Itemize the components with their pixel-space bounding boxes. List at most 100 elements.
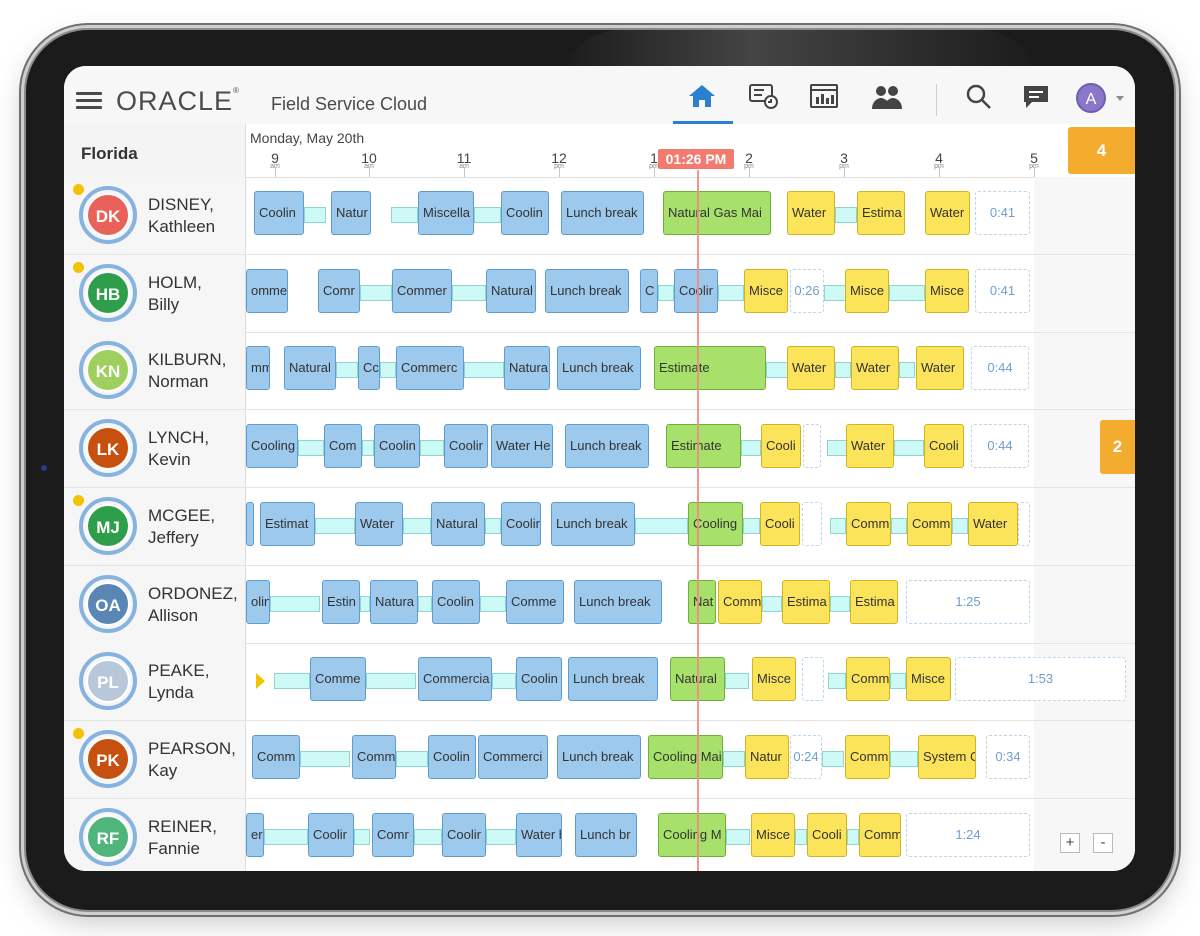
- activity-block[interactable]: Comm: [252, 734, 300, 779]
- resource-name-cell[interactable]: LK LYNCH, Kevin: [64, 410, 246, 488]
- activity-block[interactable]: Estimate: [654, 346, 766, 391]
- free-time-slot[interactable]: [802, 501, 822, 546]
- activity-block[interactable]: Lunch br: [575, 812, 637, 857]
- activity-block[interactable]: Estimate: [666, 424, 741, 469]
- activity-block[interactable]: Coolir: [442, 812, 486, 857]
- activity-block[interactable]: Cooling Mai: [648, 734, 723, 779]
- activity-block[interactable]: Cc: [358, 346, 380, 391]
- activity-block[interactable]: Natura: [370, 579, 418, 624]
- activity-block[interactable]: er h: [246, 812, 264, 857]
- resource-name-cell[interactable]: PL PEAKE, Lynda: [64, 643, 246, 721]
- non-scheduled-count-badge[interactable]: 2: [1100, 420, 1135, 474]
- search-button[interactable]: [951, 66, 1011, 124]
- activity-block[interactable]: Estin: [322, 579, 360, 624]
- zoom-in-button[interactable]: +: [1060, 833, 1080, 853]
- activity-block[interactable]: Cooli: [761, 424, 801, 469]
- activity-block[interactable]: Water: [925, 191, 970, 235]
- region-name[interactable]: Florida: [81, 144, 138, 163]
- activity-block[interactable]: Misce: [752, 657, 796, 702]
- activity-block[interactable]: Lunch break: [561, 191, 644, 235]
- activity-block[interactable]: System C: [918, 734, 976, 779]
- activity-block[interactable]: Estima: [782, 579, 830, 624]
- activity-block[interactable]: Cooli: [760, 501, 800, 546]
- activity-block[interactable]: Com: [324, 424, 362, 469]
- activity-block[interactable]: Misce: [751, 812, 795, 857]
- activity-block[interactable]: Miscella: [418, 191, 474, 235]
- user-avatar[interactable]: A: [1076, 83, 1106, 113]
- activity-block[interactable]: Comm: [718, 579, 762, 624]
- activity-block[interactable]: Commerc: [396, 346, 464, 391]
- activity-block[interactable]: Comm: [845, 734, 890, 779]
- free-time-slot[interactable]: 1:24: [906, 812, 1030, 857]
- activity-block[interactable]: Coolin: [374, 424, 420, 469]
- activity-block[interactable]: Natural Gas Mai: [663, 191, 771, 235]
- activity-block[interactable]: Coolin: [516, 657, 562, 702]
- activity-block[interactable]: Lunch break: [551, 501, 635, 546]
- activity-block[interactable]: Lunch break: [574, 579, 662, 624]
- activity-block[interactable]: Comm: [846, 501, 891, 546]
- activity-block[interactable]: Misce: [845, 268, 889, 313]
- free-time-slot[interactable]: [802, 657, 824, 702]
- activity-block[interactable]: Natur: [745, 734, 789, 779]
- activity-block[interactable]: ommer: [246, 268, 288, 313]
- activity-block[interactable]: Water: [846, 424, 894, 469]
- free-time-slot[interactable]: 1:25: [906, 579, 1030, 624]
- activity-block[interactable]: Lunch break: [568, 657, 658, 702]
- activity-block[interactable]: Lunch break: [557, 346, 641, 391]
- activity-block[interactable]: Natura: [504, 346, 550, 391]
- activity-block[interactable]: Natural: [431, 501, 485, 546]
- activity-block[interactable]: Cooli: [924, 424, 964, 469]
- activity-block[interactable]: C: [640, 268, 658, 313]
- resource-name-cell[interactable]: RF REINER, Fannie: [64, 798, 246, 871]
- free-time-slot[interactable]: 0:41: [975, 268, 1030, 313]
- activity-block[interactable]: Comr: [318, 268, 360, 313]
- notification-count-badge[interactable]: 4: [1068, 127, 1135, 174]
- user-menu-chevron-down-icon[interactable]: [1116, 96, 1124, 101]
- activity-block[interactable]: Misce: [925, 268, 969, 313]
- resource-name-cell[interactable]: HB HOLM, Billy: [64, 254, 246, 332]
- activity-block[interactable]: Coolin: [254, 191, 304, 235]
- activity-block[interactable]: Estimat: [260, 501, 315, 546]
- activity-block[interactable]: Water He: [491, 424, 553, 469]
- activity-block[interactable]: Water: [916, 346, 964, 391]
- activity-block[interactable]: Water: [787, 346, 835, 391]
- hamburger-menu-icon[interactable]: [76, 92, 102, 110]
- activity-block[interactable]: mm: [246, 346, 270, 391]
- activity-block[interactable]: Misce: [906, 657, 951, 702]
- activity-block[interactable]: [246, 501, 254, 546]
- activity-block[interactable]: Coolir: [501, 501, 541, 546]
- free-time-slot[interactable]: 0:44: [971, 424, 1029, 469]
- activity-block[interactable]: Coolin: [432, 579, 480, 624]
- home-nav-button[interactable]: [673, 66, 733, 124]
- activity-block[interactable]: Coolir: [674, 268, 718, 313]
- activity-block[interactable]: Comm: [846, 657, 890, 702]
- activity-block[interactable]: Cooling M: [658, 812, 726, 857]
- activity-block[interactable]: oling: [246, 579, 270, 624]
- free-time-slot[interactable]: [1018, 501, 1030, 546]
- activity-block[interactable]: Comm: [859, 812, 901, 857]
- activity-block[interactable]: Water: [968, 501, 1018, 546]
- resources-nav-button[interactable]: [856, 66, 916, 124]
- activity-block[interactable]: Nat: [688, 579, 716, 624]
- activity-block[interactable]: Misce: [744, 268, 788, 313]
- activity-block[interactable]: Comme: [310, 657, 366, 702]
- resource-name-cell[interactable]: KN KILBURN, Norman: [64, 332, 246, 410]
- activity-block[interactable]: Comm: [352, 734, 396, 779]
- activity-block[interactable]: Comm: [907, 501, 952, 546]
- activity-block[interactable]: Lunch break: [545, 268, 629, 313]
- activity-block[interactable]: Coolir: [444, 424, 488, 469]
- activity-block[interactable]: Natural: [486, 268, 536, 313]
- activity-block[interactable]: Natural: [284, 346, 336, 391]
- activity-block[interactable]: Lunch break: [565, 424, 649, 469]
- activity-block[interactable]: Water: [851, 346, 899, 391]
- free-time-slot[interactable]: 0:24: [790, 734, 822, 779]
- activity-block[interactable]: Commer: [392, 268, 452, 313]
- activity-block[interactable]: Water h: [516, 812, 562, 857]
- resource-name-cell[interactable]: OA ORDONEZ, Allison: [64, 565, 246, 643]
- activity-block[interactable]: Natur: [331, 191, 371, 235]
- free-time-slot[interactable]: [803, 424, 821, 469]
- activity-block[interactable]: Water: [787, 191, 835, 235]
- reports-nav-button[interactable]: [795, 66, 855, 124]
- free-time-slot[interactable]: 1:53: [955, 657, 1126, 702]
- resource-name-cell[interactable]: PK PEARSON, Kay: [64, 720, 246, 798]
